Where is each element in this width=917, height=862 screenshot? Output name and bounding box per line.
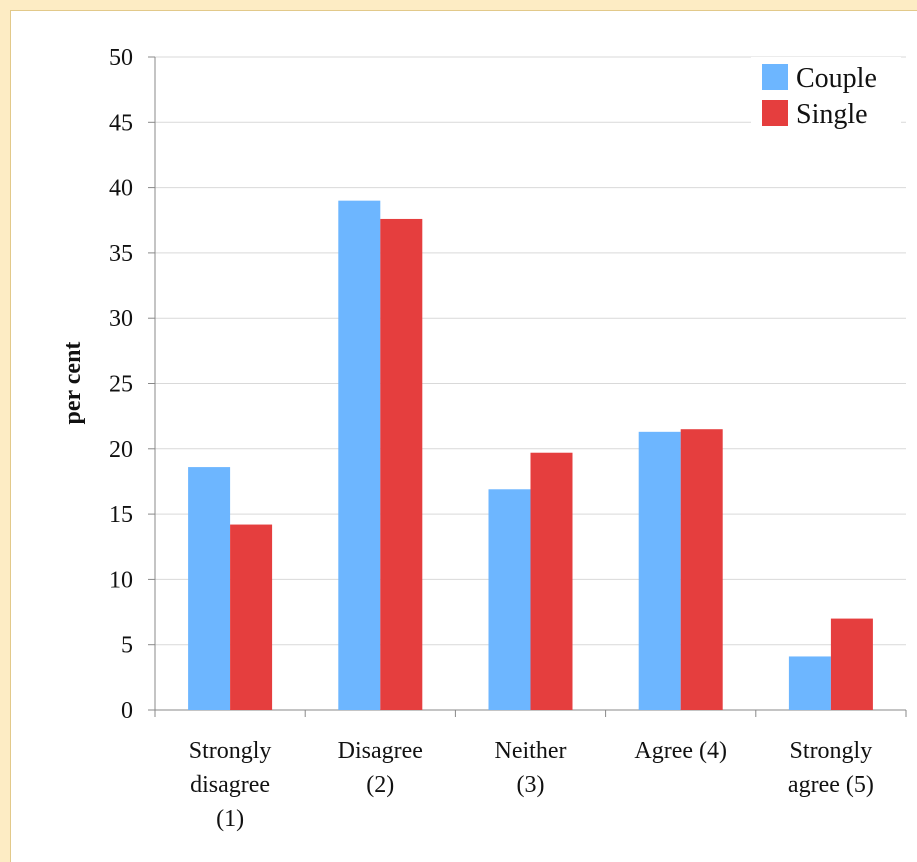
y-axis-label: per cent — [60, 342, 86, 425]
bar-couple — [488, 489, 531, 710]
y-tick-label: 5 — [121, 633, 133, 659]
x-category-label: Disagree — [338, 738, 423, 764]
x-category-label: Strongly — [790, 738, 873, 764]
x-category-label: (3) — [517, 772, 545, 798]
y-tick-label: 25 — [109, 372, 133, 398]
y-tick-label: 0 — [121, 698, 133, 724]
chart-frame — [10, 10, 917, 862]
y-tick-label: 30 — [109, 306, 133, 332]
x-category-label: Neither — [495, 738, 567, 764]
legend-swatch — [762, 100, 788, 126]
x-category-label: agree (5) — [788, 772, 874, 798]
y-tick-label: 15 — [109, 502, 133, 528]
bar-couple — [338, 200, 381, 710]
bar-couple — [188, 467, 231, 710]
bar-single — [680, 429, 723, 710]
bar-couple — [788, 656, 831, 710]
legend-label: Couple — [796, 63, 877, 94]
y-tick-label: 45 — [109, 110, 133, 136]
legend: Couple Single — [751, 57, 901, 143]
x-category-label: Agree (4) — [634, 738, 727, 764]
x-category-label: (2) — [366, 772, 394, 798]
bar-single — [530, 452, 573, 710]
bar-couple — [638, 431, 681, 710]
bars — [188, 200, 873, 710]
x-category-label: Strongly — [189, 738, 272, 764]
x-category-label: (1) — [216, 806, 244, 832]
x-category-label: disagree — [190, 772, 270, 798]
legend-swatch — [762, 64, 788, 90]
legend-label: Single — [796, 99, 868, 130]
y-tick-label: 10 — [109, 567, 133, 593]
bar-single — [830, 618, 873, 710]
y-tick-label: 40 — [109, 176, 133, 202]
labels: 0 5 10 15 20 25 30 35 40 45 50 Strongly disagree (1) D… — [109, 45, 874, 832]
bar-single — [380, 218, 423, 710]
y-tick-label: 50 — [109, 45, 133, 71]
bar-single — [230, 524, 273, 710]
y-tick-label: 35 — [109, 241, 133, 267]
y-tick-label: 20 — [109, 437, 133, 463]
